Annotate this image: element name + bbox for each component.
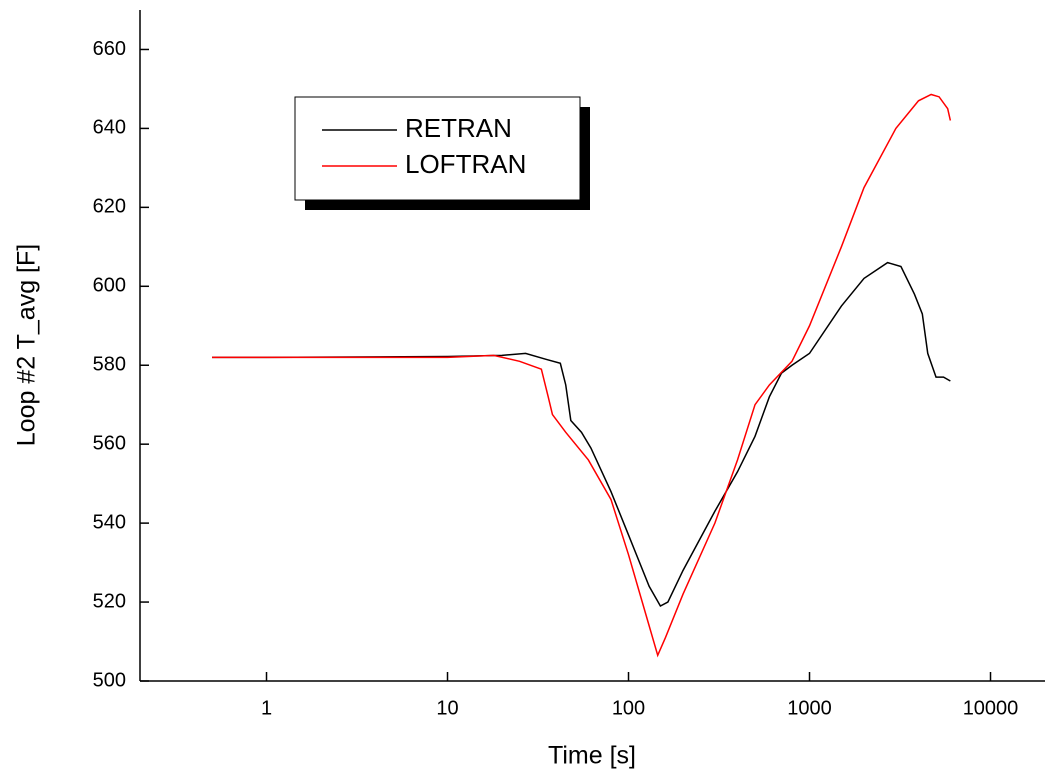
x-tick-label: 10	[436, 697, 458, 719]
y-tick-label: 660	[93, 38, 126, 60]
x-tick-label: 1000	[787, 697, 832, 719]
y-tick-label: 540	[93, 511, 126, 533]
y-tick-label: 600	[93, 275, 126, 297]
y-tick-label: 580	[93, 354, 126, 376]
y-tick-label: 560	[93, 432, 126, 454]
x-tick-label: 100	[612, 697, 645, 719]
y-tick-label: 640	[93, 117, 126, 139]
y-tick-label: 500	[93, 669, 126, 691]
y-tick-label: 620	[93, 196, 126, 218]
x-tick-label: 10000	[963, 697, 1019, 719]
series-line	[212, 93, 952, 658]
legend	[294, 96, 581, 201]
legend-label: LOFTRAN	[405, 149, 526, 179]
x-tick-label: 1	[261, 697, 272, 719]
legend-label: RETRAN	[405, 113, 512, 143]
series-line	[212, 261, 951, 608]
y-tick-label: 520	[93, 590, 126, 612]
x-axis-title: Time [s]	[548, 742, 636, 770]
y-axis-title: Loop #2 T_avg [F]	[13, 244, 41, 446]
